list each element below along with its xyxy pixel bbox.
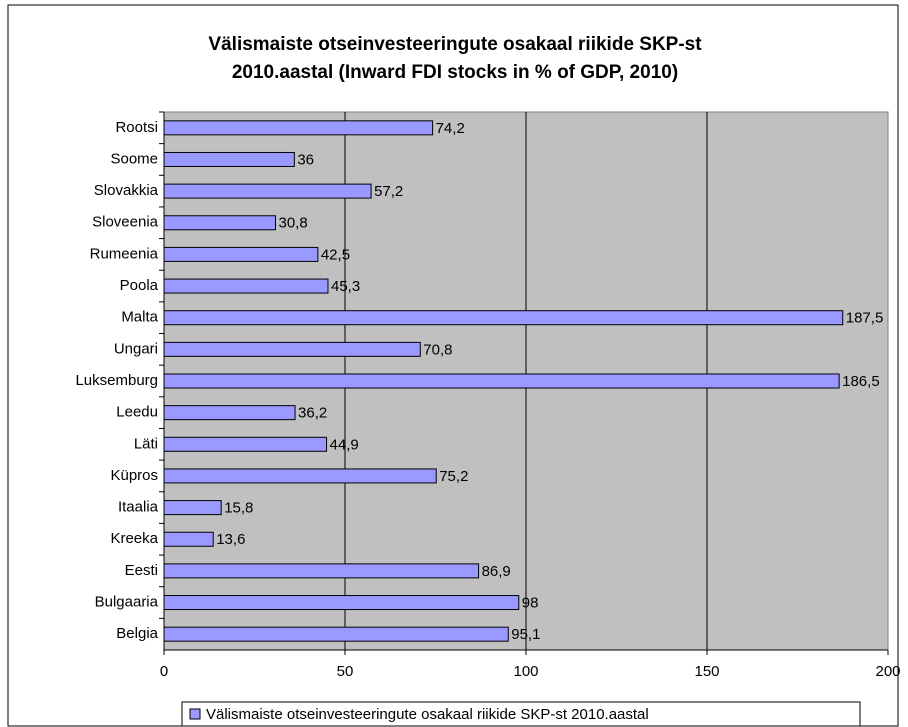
y-tick-label: Slovakkia <box>94 182 159 199</box>
y-tick-label: Itaalia <box>118 499 159 516</box>
x-tick-label: 150 <box>694 663 719 680</box>
bar <box>163 373 840 389</box>
legend-box <box>181 701 861 727</box>
bar <box>163 120 434 136</box>
value-label: 186,5 <box>842 373 880 390</box>
bar <box>163 341 421 357</box>
legend-label: Välismaiste otseinvesteeringute osakaal … <box>206 706 649 723</box>
x-tick-label: 50 <box>337 663 354 680</box>
value-label: 30,8 <box>278 215 307 232</box>
value-label: 95,1 <box>511 626 540 643</box>
y-tick-label: Malta <box>121 309 158 326</box>
value-label: 74,2 <box>436 120 465 137</box>
y-tick-label: Leedu <box>116 404 158 421</box>
y-tick-label: Küpros <box>110 467 158 484</box>
y-tick-label: Rumeenia <box>90 245 159 262</box>
value-label: 44,9 <box>330 436 359 453</box>
bar <box>163 151 295 167</box>
value-label: 57,2 <box>374 183 403 200</box>
bar <box>163 563 480 579</box>
y-tick-label: Sloveenia <box>92 214 159 231</box>
y-tick-label: Ungari <box>114 340 158 357</box>
value-label: 13,6 <box>216 531 245 548</box>
x-tick-label: 100 <box>513 663 538 680</box>
value-label: 70,8 <box>423 341 452 358</box>
value-label: 187,5 <box>846 310 884 327</box>
bar <box>163 595 520 611</box>
y-tick-label: Bulgaaria <box>95 593 159 610</box>
y-tick-label: Poola <box>120 277 159 294</box>
bar <box>163 405 296 421</box>
x-tick-label: 200 <box>875 663 900 680</box>
y-tick-label: Läti <box>134 435 158 452</box>
y-tick-label: Luksemburg <box>75 372 158 389</box>
y-tick-label: Soome <box>110 150 158 167</box>
y-tick-label: Rootsi <box>115 119 158 136</box>
value-label: 15,8 <box>224 500 253 517</box>
bar <box>163 626 509 642</box>
y-tick-label: Kreeka <box>110 530 158 547</box>
bar <box>163 531 214 547</box>
y-tick-label: Eesti <box>125 562 158 579</box>
bar <box>163 278 329 294</box>
chart-title: Välismaiste otseinvesteeringute osakaal … <box>208 34 702 55</box>
value-label: 36 <box>297 151 314 168</box>
bar <box>163 436 328 452</box>
bar <box>163 183 372 199</box>
bar <box>163 246 319 262</box>
chart-title: 2010.aastal (Inward FDI stocks in % of G… <box>232 62 678 83</box>
value-label: 75,2 <box>439 468 468 485</box>
value-label: 36,2 <box>298 405 327 422</box>
value-label: 98 <box>522 594 539 611</box>
bar <box>163 500 222 516</box>
value-label: 42,5 <box>321 246 350 263</box>
value-label: 86,9 <box>482 563 511 580</box>
bar <box>163 310 844 326</box>
y-tick-label: Belgia <box>116 625 158 642</box>
legend-swatch <box>189 708 201 720</box>
bar <box>163 215 276 231</box>
value-label: 45,3 <box>331 278 360 295</box>
bar <box>163 468 437 484</box>
x-tick-label: 0 <box>160 663 168 680</box>
